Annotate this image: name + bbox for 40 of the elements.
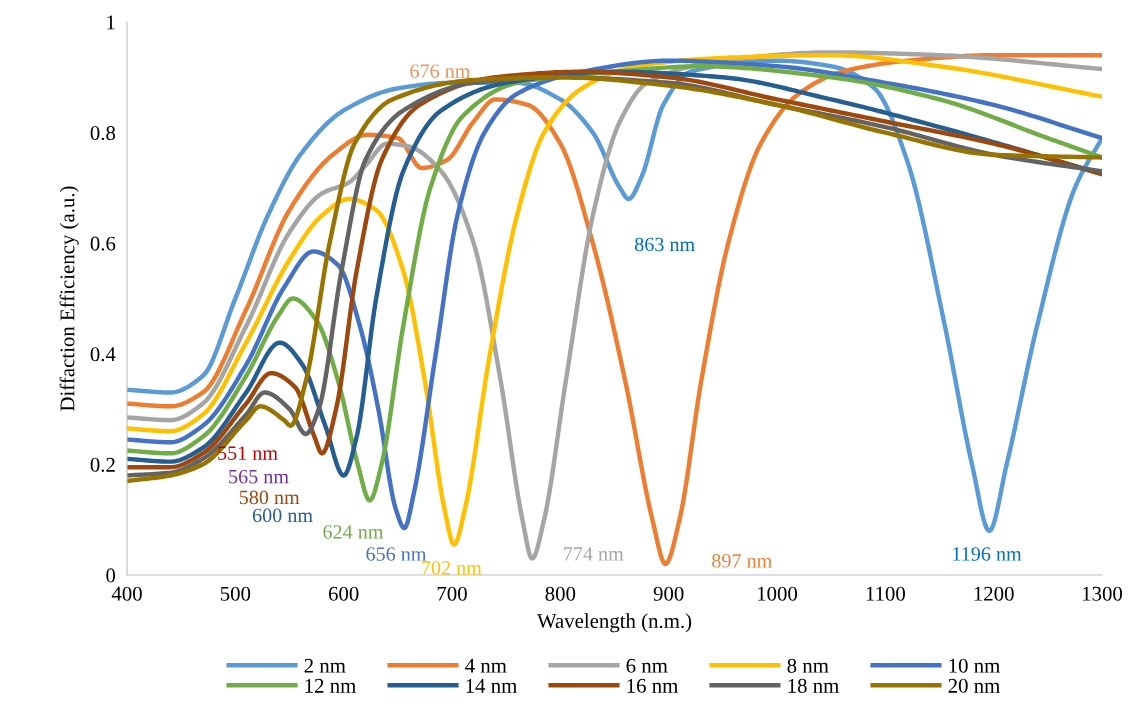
annotation: 897 nm [712, 554, 772, 568]
legend-label: 8 nm [787, 658, 829, 673]
legend-label: 16 nm [627, 678, 679, 693]
x-tick-label: 1000 [758, 586, 798, 601]
y-tick-label: 0.2 [90, 457, 115, 472]
legend-label: 2 nm [304, 658, 346, 673]
annotation: 863 nm [634, 237, 695, 252]
annotation: 551 nm [218, 446, 278, 460]
annotation: 580 nm [239, 490, 300, 505]
y-tick-label: 0.8 [90, 125, 116, 141]
x-tick-label: 600 [328, 586, 359, 601]
annotation: 565 nm [229, 469, 289, 484]
legend-label: 12 nm [305, 678, 357, 693]
y-tick-label: 0 [106, 568, 116, 583]
x-tick-label: 1200 [974, 586, 1014, 601]
x-tick-label: 700 [437, 586, 467, 601]
legend-label: 20 nm [948, 678, 1000, 693]
annotation: 624 nm [323, 525, 384, 539]
x-tick-label: 800 [545, 586, 576, 601]
x-axis-title: Wavelength (n.m.) [536, 613, 692, 633]
annotation: 702 nm [422, 561, 482, 575]
x-tick-label: 1100 [866, 586, 905, 601]
y-tick-label: 1 [107, 15, 115, 30]
legend-label: 10 nm [949, 658, 1000, 673]
annotation: 676 nm [410, 64, 471, 78]
annotation: 600 nm [252, 508, 313, 523]
x-tick-label: 1300 [1083, 586, 1123, 601]
x-tick-label: 500 [220, 586, 251, 601]
x-tick-label: 400 [111, 586, 142, 601]
annotation: 656 nm [366, 547, 427, 561]
x-tick-label: 900 [653, 586, 684, 601]
annotation: 774 nm [564, 547, 624, 561]
annotation: 1196 nm [953, 547, 1022, 561]
y-tick-label: 0.4 [90, 347, 116, 362]
y-tick-label: 0.6 [90, 236, 116, 251]
legend-label: 6 nm [626, 658, 668, 673]
legend-label: 14 nm [466, 678, 518, 693]
legend-label: 18 nm [788, 678, 839, 693]
y-axis-title: Diffaction Efficiency (a.u.) [59, 186, 79, 411]
legend-label: 4 nm [465, 658, 507, 673]
